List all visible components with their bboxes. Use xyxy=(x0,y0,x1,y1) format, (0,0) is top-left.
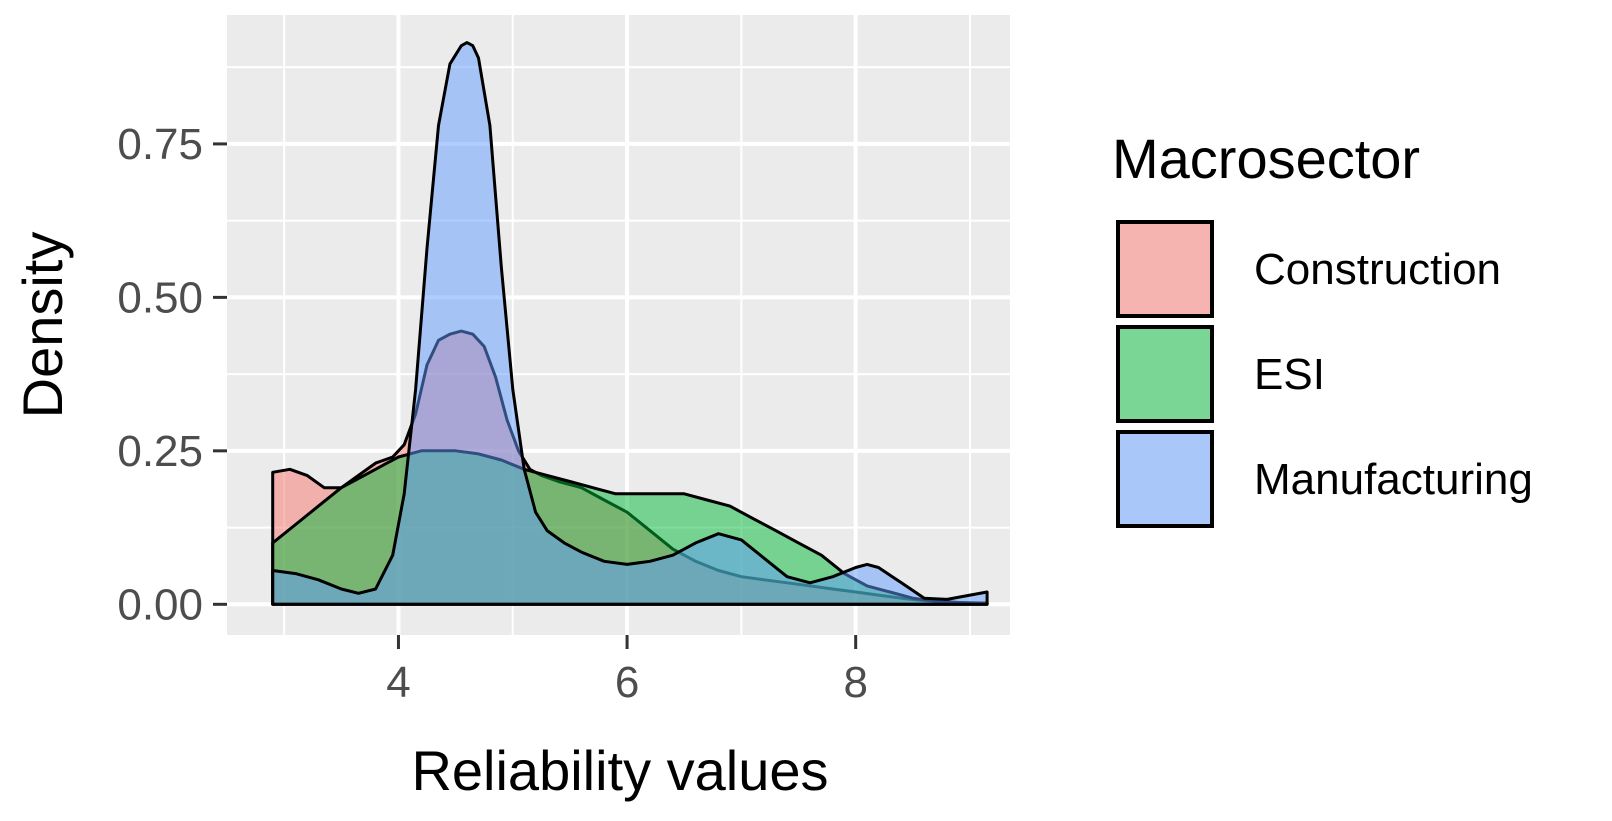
x-tick-label: 4 xyxy=(386,658,410,707)
minor-grid xyxy=(227,15,1010,635)
legend-label-construction: Construction xyxy=(1254,245,1501,294)
legend-key-esi xyxy=(1116,325,1214,423)
y-tick-label: 0.00 xyxy=(117,580,203,629)
x-tick-label: 8 xyxy=(843,658,867,707)
density-area-manufacturing xyxy=(271,41,989,606)
legend-label-esi: ESI xyxy=(1254,350,1325,399)
y-axis: 0.00 0.25 0.50 0.75 xyxy=(117,120,227,629)
legend-label-manufacturing: Manufacturing xyxy=(1254,455,1533,504)
y-tick-label: 0.75 xyxy=(117,120,203,169)
legend-key-construction xyxy=(1116,220,1214,318)
y-tick-label: 0.50 xyxy=(117,273,203,322)
legend-key-manufacturing xyxy=(1116,430,1214,528)
density-areas xyxy=(271,41,989,606)
x-axis-title: Reliability values xyxy=(411,739,828,802)
y-tick-label: 0.25 xyxy=(117,427,203,476)
x-tick-label: 6 xyxy=(615,658,639,707)
x-axis: 4 6 8 xyxy=(386,635,868,707)
legend-title: Macrosector xyxy=(1112,127,1420,190)
y-axis-title: Density xyxy=(11,232,74,419)
legend: Macrosector Construction ESI Manufacturing xyxy=(1112,127,1533,528)
